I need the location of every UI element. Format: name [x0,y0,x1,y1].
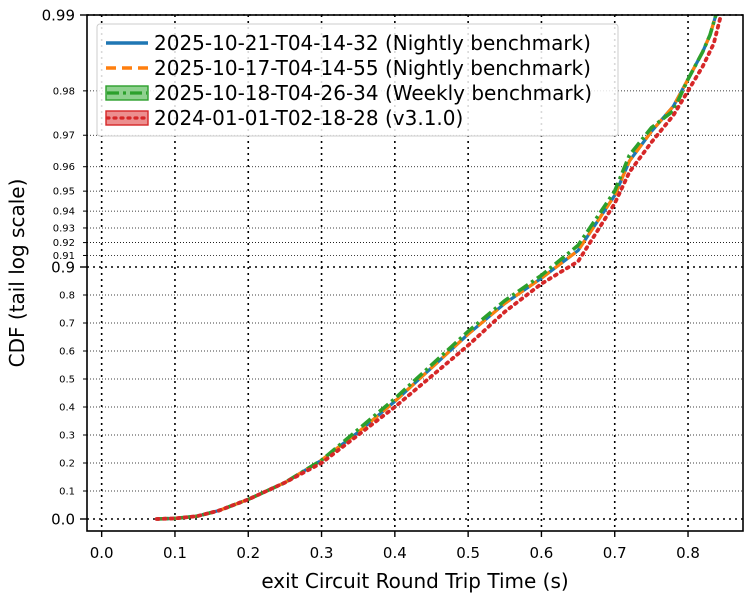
y-minor-tick-label: 0.8 [59,291,75,302]
legend-entry: 2025-10-21-T04-14-32 (Nightly benchmark) [106,31,591,55]
x-tick-label: 0.2 [236,544,260,562]
y-minor-tick-label: 0.1 [59,487,75,498]
x-tick-label: 0.6 [530,544,554,562]
series-lines [154,13,723,521]
y-minor-tick-label: 0.3 [59,431,75,442]
y-minor-tick-label: 0.5 [59,375,75,386]
legend-entry: 2025-10-17-T04-14-55 (Nightly benchmark) [106,56,591,80]
y-minor-tick-label: 0.2 [59,459,75,470]
y-major-tick-label: 0.9 [51,259,75,277]
legend-label: 2025-10-17-T04-14-55 (Nightly benchmark) [154,56,591,80]
x-tick-label: 0.8 [676,544,700,562]
legend-frame [96,23,619,137]
legend: 2025-10-21-T04-14-32 (Nightly benchmark)… [96,23,619,137]
legend-label: 2025-10-21-T04-14-32 (Nightly benchmark) [154,31,591,55]
x-tick-label: 0.7 [603,544,627,562]
y-minor-tick-label: 0.6 [59,347,75,358]
legend-label: 2025-10-18-T04-26-34 (Weekly benchmark) [154,81,592,105]
y-minor-tick-label: 0.97 [53,131,75,142]
series-line-4 [154,13,723,521]
legend-label: 2024-01-01-T02-18-28 (v3.1.0) [154,106,463,130]
y-minor-tick-label: 0.98 [53,86,75,97]
y-major-tick-label: 0.99 [42,7,75,25]
x-tick-label: 0.5 [456,544,480,562]
x-tick-label: 0.4 [383,544,407,562]
y-minor-tick-label: 0.4 [59,403,75,414]
y-minor-tick-label: 0.7 [59,319,75,330]
y-minor-tick-label: 0.91 [53,251,75,262]
legend-entry: 2025-10-18-T04-26-34 (Weekly benchmark) [105,81,592,105]
legend-swatch [105,85,149,101]
x-tick-label: 0.3 [310,544,334,562]
y-axis-label: CDF (tail log scale) [5,179,29,368]
axis-ticks: 0.0 0.1 0.2 0.3 0.4 0.5 0.6 0.7 0.8 0.1 0.2 0.3 0.4 0… [42,7,700,563]
y-minor-tick-label: 0.93 [53,223,75,234]
plot-frame [86,14,744,532]
y-minor-tick-label: 0.96 [53,162,75,173]
x-tick-label: 0.1 [163,544,187,562]
y-minor-tick-label: 0.94 [53,207,75,218]
y-minor-tick-label: 0.95 [53,187,75,198]
x-tick-label: 0.0 [90,544,114,562]
x-axis-label: exit Circuit Round Trip Time (s) [261,569,568,593]
y-major-tick-label: 0.0 [51,511,75,529]
y-minor-tick-label: 0.92 [53,238,75,249]
legend-entry: 2024-01-01-T02-18-28 (v3.1.0) [105,106,463,130]
